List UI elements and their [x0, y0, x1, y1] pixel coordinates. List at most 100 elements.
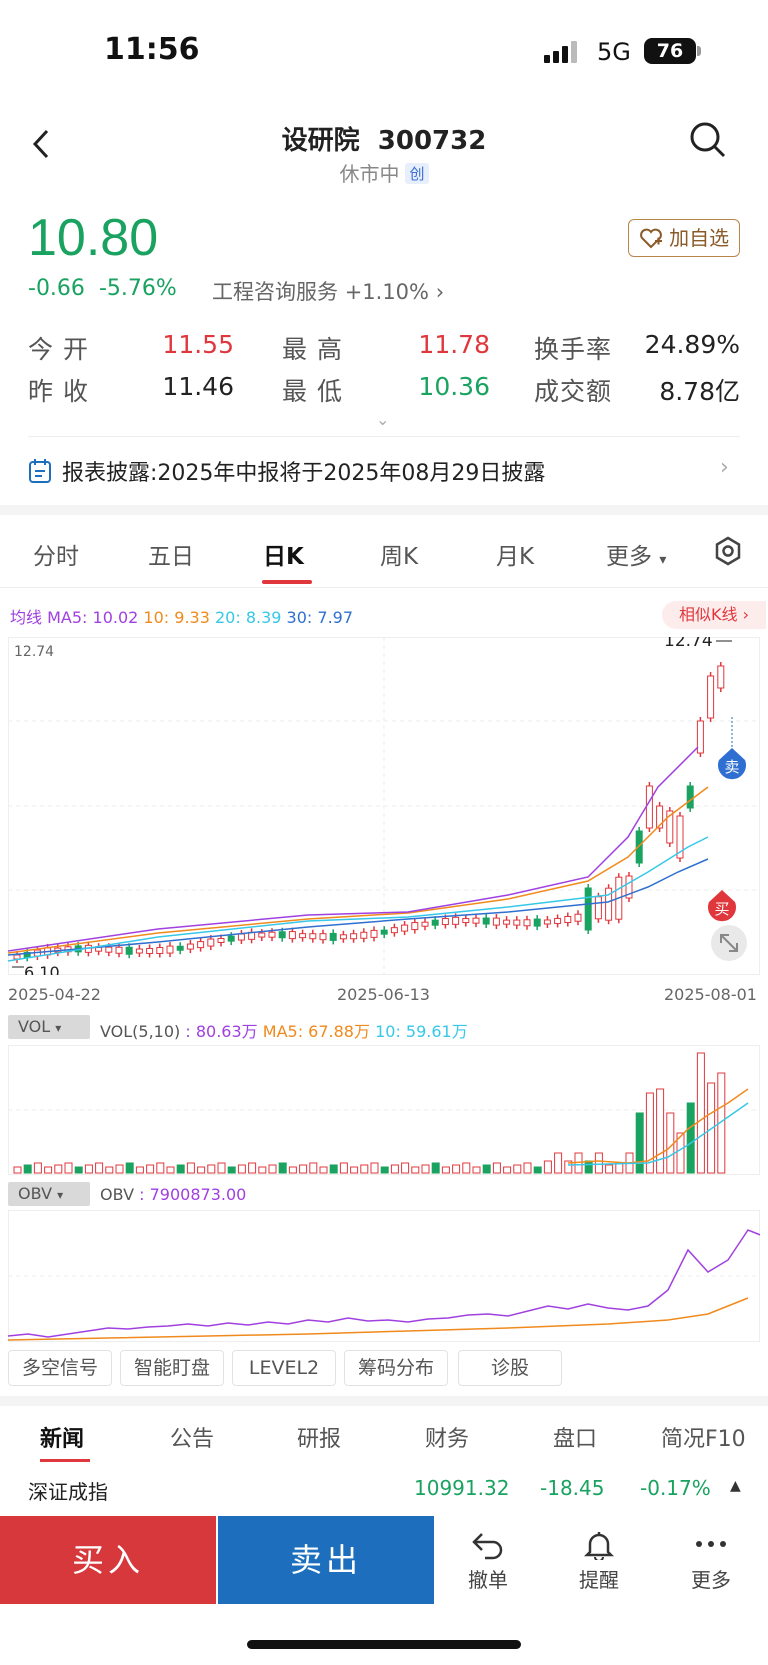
- back-icon[interactable]: [30, 128, 52, 160]
- cancel-order-label: 撤单: [468, 1568, 508, 1592]
- candlestick-chart[interactable]: 12.74 12.74 6.10 卖 买: [8, 637, 760, 975]
- volume-bar: [564, 1160, 573, 1174]
- active-tab-indicator: [262, 580, 312, 584]
- tab-daily-k[interactable]: 日K: [263, 544, 304, 570]
- candle: [278, 931, 286, 939]
- volume-bar: [288, 1166, 297, 1174]
- tab-financials[interactable]: 财务: [425, 1427, 470, 1452]
- tab-order-book[interactable]: 盘口: [553, 1427, 598, 1452]
- industry-link[interactable]: 工程咨询服务 +1.10% ›: [212, 276, 444, 306]
- tab-more[interactable]: 更多 ▾: [606, 537, 666, 571]
- vol-ma10: 10: 59.61万: [375, 1022, 468, 1041]
- board-badge: 创: [405, 163, 429, 184]
- obv-indicator-select[interactable]: OBV ▾: [8, 1182, 90, 1206]
- volume-bar: [299, 1164, 308, 1174]
- volume-bar: [146, 1164, 155, 1174]
- volume-bar: [370, 1162, 379, 1174]
- current-price: 10.80: [28, 209, 159, 267]
- stock-diagnosis-button[interactable]: 诊股: [458, 1350, 562, 1386]
- alert-button[interactable]: 提醒: [554, 1530, 644, 1593]
- caret-down-icon: ▾: [55, 1021, 62, 1035]
- volume-bar: [54, 1164, 63, 1174]
- volume-bar: [676, 1132, 685, 1174]
- sell-button[interactable]: 卖出: [218, 1516, 434, 1604]
- more-button[interactable]: 更多: [666, 1530, 756, 1593]
- tab-news[interactable]: 新闻: [40, 1427, 85, 1452]
- tab-weekly-k[interactable]: 周K: [380, 544, 419, 570]
- volume-bar: [64, 1162, 73, 1174]
- level2-button[interactable]: LEVEL2: [232, 1350, 336, 1386]
- heart-plus-icon: [639, 228, 662, 249]
- calendar-icon: [29, 459, 51, 483]
- candle: [309, 933, 317, 940]
- candle: [431, 919, 439, 926]
- obv-label: OBV: [100, 1185, 135, 1204]
- stat-label: 最 高: [282, 335, 343, 364]
- tab-monthly-k[interactable]: 月K: [496, 544, 535, 570]
- candle: [217, 938, 225, 944]
- section-gap: [0, 505, 768, 515]
- volume-bar: [248, 1162, 257, 1174]
- candle: [227, 935, 235, 942]
- chip-distribution-button[interactable]: 筹码分布: [344, 1350, 448, 1386]
- volume-chart[interactable]: [8, 1045, 760, 1175]
- chevron-right-icon[interactable]: ›: [720, 455, 729, 480]
- smart-monitor-button[interactable]: 智能盯盘: [120, 1350, 224, 1386]
- report-notice[interactable]: 报表披露:2025年中报将于2025年08月29日披露: [62, 461, 546, 486]
- volume-bar: [472, 1166, 481, 1174]
- bull-bear-signal-button[interactable]: 多空信号: [8, 1350, 112, 1386]
- obv-legend: OBV : 7900873.00: [100, 1185, 247, 1204]
- candle: [503, 919, 511, 925]
- index-name[interactable]: 深证成指: [28, 1480, 108, 1504]
- candle: [299, 933, 307, 939]
- tab-five-day[interactable]: 五日: [148, 544, 194, 570]
- stat-value: 11.46: [162, 372, 234, 401]
- candle: [258, 932, 266, 938]
- volume-bar: [74, 1166, 83, 1174]
- search-icon[interactable]: [688, 120, 728, 160]
- volume-bar: [105, 1166, 114, 1174]
- volume-bar: [401, 1162, 410, 1174]
- tab-research[interactable]: 研报: [297, 1427, 342, 1452]
- volume-bar: [584, 1160, 593, 1174]
- volume-bar: [492, 1162, 501, 1174]
- chevron-down-icon[interactable]: ⌄: [376, 410, 390, 429]
- fullscreen-icon[interactable]: [711, 925, 747, 961]
- stock-code: 300732: [377, 126, 487, 156]
- volume-bar: [411, 1166, 420, 1174]
- similar-k-button[interactable]: 相似K线 ›: [662, 601, 766, 629]
- buy-button[interactable]: 买入: [0, 1516, 216, 1604]
- volume-bar: [207, 1164, 216, 1174]
- caret-up-icon[interactable]: ▲: [730, 1478, 741, 1494]
- candle: [197, 941, 205, 949]
- tab-profile-f10[interactable]: 简况F10: [661, 1427, 746, 1452]
- volume-bar: [645, 1092, 654, 1174]
- settings-icon[interactable]: [713, 536, 743, 566]
- vol-indicator-select[interactable]: VOL ▾: [8, 1015, 90, 1039]
- active-tab-indicator: [40, 1459, 90, 1462]
- y-axis-top-label: 12.74: [14, 644, 54, 660]
- watch-label: 加自选: [669, 226, 730, 250]
- more-label: 更多: [691, 1568, 731, 1592]
- volume-bar: [605, 1164, 614, 1174]
- cancel-order-button[interactable]: 撤单: [443, 1530, 533, 1593]
- chevron-right-icon: ›: [435, 280, 445, 304]
- candle: [329, 932, 337, 941]
- similar-k-label: 相似K线: [679, 605, 738, 624]
- volume-bar: [166, 1166, 175, 1174]
- candle: [717, 665, 725, 689]
- add-watchlist-button[interactable]: 加自选: [628, 219, 740, 257]
- candle: [554, 917, 562, 924]
- volume-bar: [482, 1164, 491, 1174]
- more-dots-icon: [696, 1541, 726, 1547]
- stat-value: 11.78: [418, 330, 490, 359]
- candle: [707, 675, 715, 719]
- candle: [574, 913, 582, 922]
- stat-label: 最 低: [282, 377, 343, 406]
- volume-bar: [258, 1166, 267, 1174]
- obv-chart[interactable]: [8, 1210, 760, 1342]
- tab-announcements[interactable]: 公告: [170, 1427, 215, 1452]
- candle: [350, 933, 358, 940]
- tab-intraday[interactable]: 分时: [33, 544, 79, 570]
- volume-bar: [350, 1166, 359, 1174]
